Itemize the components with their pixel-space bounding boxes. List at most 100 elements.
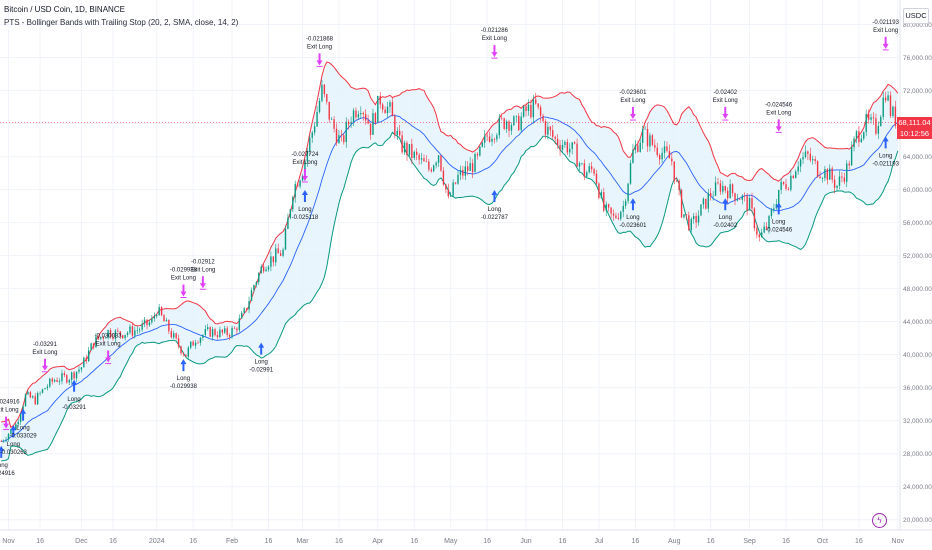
candle-body bbox=[190, 341, 192, 348]
candle-body bbox=[768, 216, 770, 229]
candle-body bbox=[484, 135, 486, 143]
candle-body bbox=[542, 115, 544, 122]
candle-body bbox=[17, 421, 19, 425]
candle-body bbox=[870, 117, 872, 120]
candle-body bbox=[744, 195, 746, 197]
long-value: -0.030263 bbox=[0, 450, 28, 456]
long-arrow-icon bbox=[882, 136, 889, 149]
candle-body bbox=[804, 151, 807, 157]
candle-body bbox=[651, 135, 654, 145]
candle-body bbox=[637, 145, 639, 152]
candle-body bbox=[292, 197, 294, 210]
chart-legend-indicator[interactable]: PTS - Bollinger Bands with Trailing Stop… bbox=[4, 18, 239, 27]
currency-button[interactable]: USDC bbox=[903, 8, 929, 24]
candle-body bbox=[61, 373, 63, 382]
candle-body bbox=[360, 113, 362, 115]
time-tick-label: Nov bbox=[2, 538, 15, 545]
long-arrow-icon bbox=[180, 359, 187, 372]
candle-body bbox=[780, 181, 782, 190]
candle-body bbox=[49, 378, 51, 387]
candle-body bbox=[522, 106, 525, 117]
candle-body bbox=[843, 177, 846, 182]
exit-arrow-icon bbox=[199, 276, 206, 289]
candle-body bbox=[836, 185, 838, 188]
candle-body bbox=[583, 163, 586, 177]
candle-body bbox=[535, 99, 537, 104]
candle-body bbox=[204, 329, 207, 335]
candle-body bbox=[131, 326, 134, 336]
candle-body bbox=[702, 198, 705, 205]
candle-body bbox=[610, 207, 612, 214]
exit-arrow-icon bbox=[882, 36, 889, 49]
candle-body bbox=[751, 198, 753, 209]
candle-body bbox=[734, 193, 736, 201]
time-tick-label: 16 bbox=[109, 538, 117, 545]
candle-body bbox=[41, 389, 44, 393]
candle-body bbox=[435, 162, 437, 166]
price-axis[interactable]: 20,000.00 24,000.00 28,000.00 32,000.00 36,0… bbox=[903, 22, 932, 524]
time-axis[interactable]: Nov 16 Dec 16 2024 16 Feb 16 Mar 16 Apr 16 May 16 Jun 1… bbox=[2, 538, 904, 545]
candle-body bbox=[352, 110, 355, 122]
candle-body bbox=[547, 126, 549, 135]
candle-body bbox=[462, 169, 464, 176]
exit-label: Exit Long bbox=[171, 276, 196, 282]
candle-body bbox=[600, 192, 603, 198]
candle-body bbox=[493, 138, 496, 140]
candle-body bbox=[389, 102, 391, 107]
candle-body bbox=[124, 334, 126, 339]
candle-body bbox=[707, 193, 709, 209]
candle-body bbox=[321, 84, 323, 101]
candle-body bbox=[202, 334, 204, 338]
candle-body bbox=[313, 126, 316, 133]
candle-body bbox=[406, 142, 408, 156]
candle-body bbox=[277, 248, 279, 254]
candle-body bbox=[863, 132, 865, 139]
candle-body bbox=[112, 337, 114, 339]
candle-body bbox=[381, 104, 384, 110]
exit-label: Exit Long bbox=[713, 98, 738, 104]
candle-body bbox=[425, 161, 428, 163]
exit-value: -0.024916 bbox=[0, 400, 20, 406]
price-tick-label: 52,000.00 bbox=[903, 253, 932, 260]
candle-body bbox=[343, 135, 345, 143]
long-label: Long bbox=[0, 463, 8, 469]
candle-body bbox=[447, 189, 449, 197]
exit-label: Exit Long bbox=[0, 408, 19, 414]
candle-body bbox=[56, 379, 58, 382]
candle-body bbox=[537, 103, 539, 108]
candle-body bbox=[182, 353, 185, 355]
candle-body bbox=[554, 136, 556, 139]
exit-arrow-icon bbox=[629, 107, 636, 120]
candle-body bbox=[2, 440, 5, 442]
candle-body bbox=[639, 142, 641, 152]
long-label: Long bbox=[879, 153, 892, 159]
candle-body bbox=[544, 121, 547, 135]
exit-value: -0.021193 bbox=[872, 20, 899, 26]
candle-body bbox=[809, 153, 812, 161]
candle-body bbox=[253, 285, 255, 291]
candle-body bbox=[377, 95, 379, 123]
lightning-icon[interactable]: ϟ bbox=[872, 513, 887, 528]
candle-body bbox=[180, 346, 182, 354]
candle-body bbox=[450, 195, 452, 197]
candle-body bbox=[846, 163, 848, 182]
candle-body bbox=[408, 144, 411, 156]
candle-body bbox=[262, 266, 265, 272]
candle-body bbox=[729, 184, 731, 199]
long-label: Long bbox=[719, 215, 732, 221]
candle-body bbox=[340, 135, 343, 136]
candle-body bbox=[855, 131, 858, 139]
candle-body bbox=[761, 232, 763, 238]
candle-body bbox=[156, 315, 158, 317]
candle-body bbox=[552, 130, 554, 137]
candle-body bbox=[530, 104, 532, 118]
candle-body bbox=[848, 163, 850, 166]
time-tick-label: 16 bbox=[410, 538, 418, 545]
chart-legend-symbol[interactable]: Bitcoin / USD Coin, 1D, BINANCE bbox=[4, 5, 125, 14]
candle-body bbox=[736, 199, 739, 201]
candle-body bbox=[83, 357, 85, 368]
exit-label: Exit Long bbox=[32, 350, 57, 356]
candle-body bbox=[666, 146, 668, 151]
candle-body bbox=[122, 335, 124, 339]
